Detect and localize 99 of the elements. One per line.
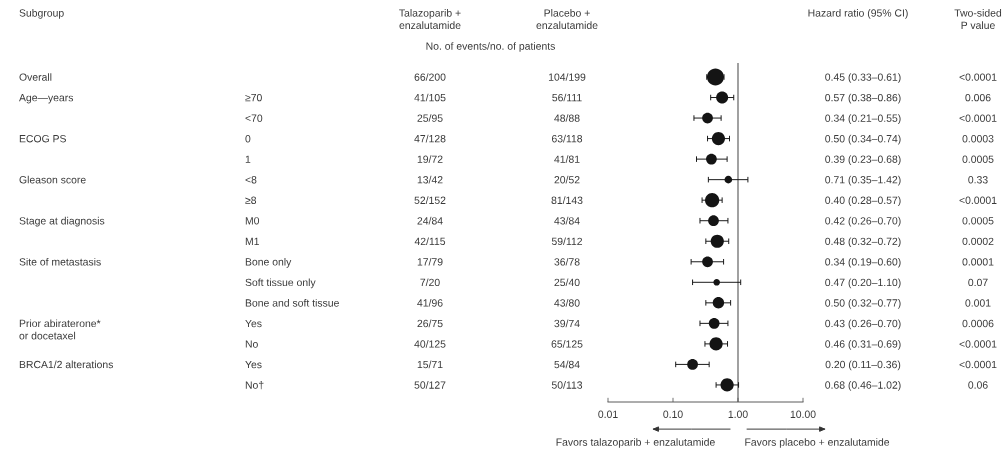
category-label: 20/52 [554,175,580,184]
category-label: 43/80 [554,298,580,307]
data-label: 0.50 (0.34–0.74) [825,134,901,145]
category-label: 0.0003 [962,135,994,143]
category-label: 54/84 [554,360,580,369]
category-label: <0.0001 [959,114,997,122]
data-label: 0.46 (0.31–0.69) [825,340,901,350]
category-label: 41/96 [417,298,443,307]
category-label: 0.001 [965,299,991,307]
category-label: <0.0001 [959,340,997,348]
category-label: Overall [19,73,52,81]
category-label: 52/152 [414,196,446,204]
data-label: 0.47 (0.20–1.10) [825,278,901,289]
category-label: 0.006 [965,93,991,102]
category-label: 1 [245,155,251,163]
text: Two-sided P value [954,9,1002,29]
category-label: 19/72 [417,155,443,163]
category-label: 36/78 [554,257,580,266]
text: Talazoparib + enzalutamide [399,9,461,29]
category-label: 50/113 [551,381,583,389]
category-label: Yes [245,319,262,328]
category-label: <8 [245,176,257,184]
x-tick-label: 0.01 [598,410,618,418]
x-tick-label: 0.10 [663,410,683,418]
category-label: Bone and soft tissue [245,298,339,307]
category-label: 15/71 [417,360,443,369]
category-label: Soft tissue only [245,278,316,289]
x-tick-label: 1.00 [728,410,748,418]
data-label: 0.71 (0.35–1.42) [825,175,901,186]
category-label: 26/75 [417,319,443,328]
category-label: Site of metastasis [19,257,101,266]
category-label: 66/200 [414,73,446,81]
category-label: 50/127 [414,381,446,389]
category-label: 40/125 [414,340,446,348]
category-label: 25/40 [554,278,580,287]
category-label: 43/84 [554,216,580,225]
text: Hazard ratio (95% CI) [808,9,908,19]
data-label: 0.40 (0.28–0.57) [825,196,901,207]
category-label: 81/143 [551,196,583,204]
data-label: 0.48 (0.32–0.72) [825,237,901,248]
category-label: ≥8 [245,196,257,204]
category-label: No† [245,381,264,390]
category-label: Yes [245,360,262,369]
category-label: 0.07 [968,278,988,287]
category-label: 25/95 [417,114,443,122]
data-label: 0.34 (0.19–0.60) [825,257,901,268]
text: Placebo + enzalutamide [536,9,598,29]
category-label: M0 [245,217,260,225]
category-label: 0.06 [968,381,988,389]
category-label: 17/79 [417,257,443,266]
category-label: Gleason score [19,175,86,184]
category-label: 7/20 [420,278,440,287]
data-label: 0.50 (0.32–0.77) [825,298,901,309]
category-label: 13/42 [417,175,443,184]
data-label: 0.42 (0.26–0.70) [825,216,901,227]
category-label: 0.0001 [962,258,994,266]
data-label: 0.34 (0.21–0.55) [825,114,901,124]
category-label: 56/111 [552,93,582,102]
category-label: 0 [245,135,251,143]
category-label: 0.0002 [962,237,994,246]
category-label: BRCA1/2 alterations [19,360,113,369]
data-label: 0.45 (0.33–0.61) [825,73,901,83]
text: Favors placebo + enzalutamide [745,438,890,448]
category-label: ≥70 [245,93,262,102]
category-label: Bone only [245,257,292,268]
category-label: 41/81 [554,155,580,163]
data-label: 0.57 (0.38–0.86) [825,93,901,104]
x-tick-label: 10.00 [790,410,816,418]
category-label: No [245,340,258,348]
category-label: 0.0005 [962,155,994,163]
category-label: ECOG PS [19,135,66,143]
category-label: <0.0001 [959,196,997,204]
text: Subgroup [19,9,64,19]
category-label: 65/125 [551,340,583,348]
text: Favors talazoparib + enzalutamide [556,438,715,448]
category-label: 59/112 [551,237,583,246]
category-label: Age—years [19,94,74,104]
data-label: 0.20 (0.11–0.36) [825,360,901,371]
category-label: 104/199 [548,73,586,81]
category-label: 39/74 [554,319,580,328]
text: No. of events/no. of patients [426,42,555,52]
data-label: 0.68 (0.46–1.02) [825,381,901,391]
category-label: 48/88 [554,114,580,122]
category-label: 0.0005 [962,217,994,225]
category-label: 0.0006 [962,319,994,328]
category-label: 42/115 [414,237,446,246]
category-label: <0.0001 [959,360,997,369]
category-label: Stage at diagnosis [19,216,105,227]
data-label: 0.43 (0.26–0.70) [825,319,901,330]
category-label: 63/118 [551,134,583,143]
category-label: 41/105 [414,93,446,102]
category-label: M1 [245,237,259,245]
data-label: 0.39 (0.23–0.68) [825,155,901,165]
category-label: <0.0001 [959,73,997,81]
category-label: Prior abiraterone* or docetaxel [19,319,101,340]
category-label: 0.33 [968,176,988,184]
category-label: 47/128 [414,134,446,143]
category-label: <70 [245,114,263,122]
category-label: 24/84 [417,216,443,225]
